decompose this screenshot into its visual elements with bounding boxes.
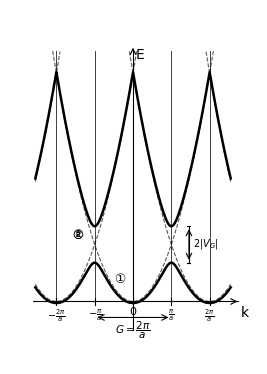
Text: $2|V_G|$: $2|V_G|$ bbox=[193, 237, 219, 251]
Text: E: E bbox=[136, 48, 145, 62]
Text: ②: ② bbox=[72, 229, 83, 242]
Text: $G=\dfrac{2\pi}{a}$: $G=\dfrac{2\pi}{a}$ bbox=[115, 320, 151, 341]
Text: ①: ① bbox=[114, 273, 125, 286]
Text: ®: ® bbox=[71, 229, 84, 242]
Text: $\frac{\pi}{a}$: $\frac{\pi}{a}$ bbox=[168, 307, 174, 323]
Text: $-\frac{\pi}{a}$: $-\frac{\pi}{a}$ bbox=[88, 307, 102, 323]
Text: $\frac{2\pi}{a}$: $\frac{2\pi}{a}$ bbox=[205, 307, 215, 324]
Text: $-\frac{2\pi}{a}$: $-\frac{2\pi}{a}$ bbox=[47, 307, 66, 324]
Text: k: k bbox=[241, 306, 249, 320]
Text: 0: 0 bbox=[129, 307, 136, 317]
